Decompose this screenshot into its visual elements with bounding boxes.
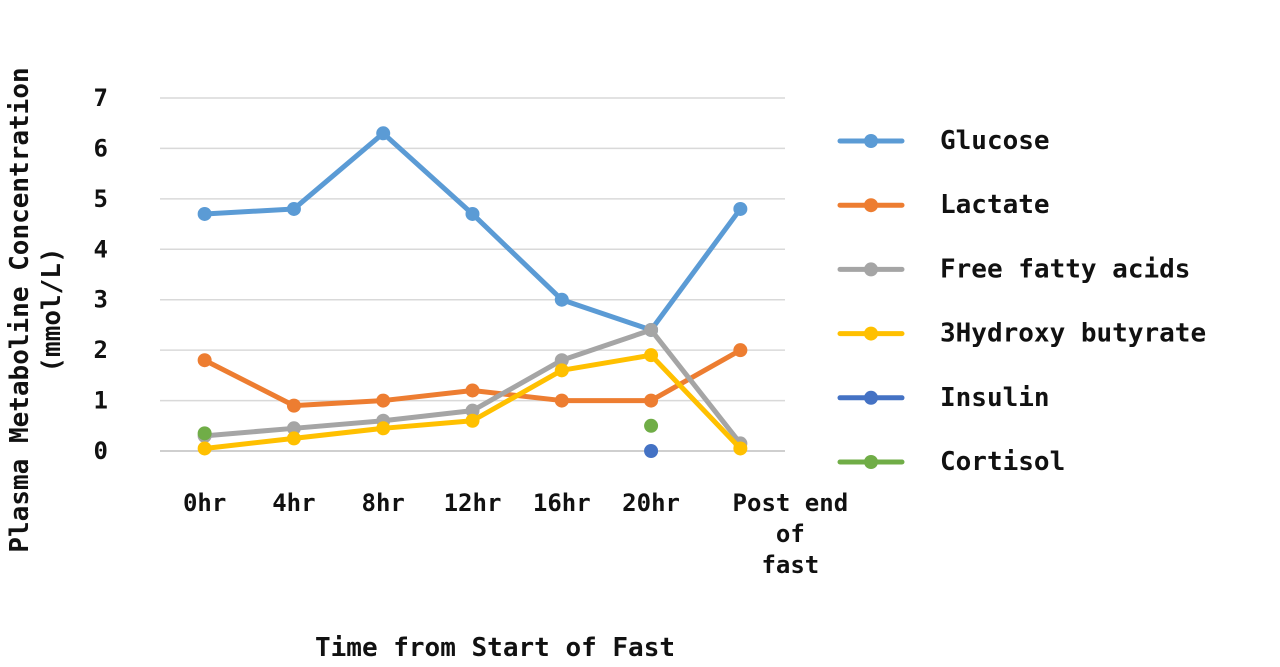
y-tick-label: 6	[94, 134, 108, 162]
series-3hydroxy-butyrate	[197, 348, 748, 456]
y-tick-label: 7	[94, 84, 108, 112]
data-point	[554, 353, 569, 368]
data-point	[465, 383, 480, 398]
y-axis-ticks: 0 1 2 3 4 5 6 7	[94, 84, 108, 465]
series-group	[197, 126, 748, 458]
legend-swatch-marker	[864, 455, 878, 469]
data-point	[376, 393, 391, 408]
series-lactate	[197, 343, 748, 413]
data-point	[465, 403, 480, 418]
data-point	[733, 441, 748, 456]
legend-label: Free fatty acids	[940, 254, 1190, 284]
legend-label: 3Hydroxy butyrate	[940, 319, 1206, 349]
y-tick-label: 4	[94, 235, 108, 263]
x-axis-title: Time from Start of Fast	[315, 633, 675, 662]
data-point	[644, 418, 659, 433]
legend-label: Glucose	[940, 126, 1050, 156]
data-point	[376, 421, 391, 436]
legend-swatch-marker	[864, 262, 878, 277]
data-point	[286, 431, 301, 446]
legend-item: Insulin	[837, 383, 1050, 413]
data-point	[644, 322, 659, 337]
legend-swatch-marker	[864, 390, 878, 405]
legend-item: Cortisol	[837, 447, 1065, 477]
data-point	[733, 343, 748, 358]
legend: Glucose Lactate Free fatty acids 3Hydroxy b…	[837, 126, 1206, 477]
legend-item: Glucose	[837, 126, 1050, 156]
x-tick-label: Post end of fast	[733, 489, 849, 579]
data-point	[286, 398, 301, 413]
x-tick-label: 0hr	[183, 489, 226, 517]
data-point	[554, 393, 569, 408]
legend-item: Free fatty acids	[837, 254, 1190, 284]
data-point	[465, 413, 480, 428]
series-line	[202, 130, 743, 333]
x-tick-label: 8hr	[362, 489, 405, 517]
x-tick-label: 20hr	[622, 489, 680, 517]
data-point	[197, 441, 212, 456]
data-point	[644, 444, 659, 458]
y-tick-label: 1	[94, 387, 108, 415]
data-point	[376, 126, 391, 141]
legend-label: Insulin	[940, 383, 1050, 413]
y-tick-label: 5	[94, 185, 108, 213]
data-point	[644, 393, 659, 408]
y-axis-title: Plasma Metaboline Concentration (mmol/L)	[5, 67, 67, 552]
series-insulin	[644, 444, 659, 458]
legend-swatch-marker	[864, 134, 878, 148]
gridlines	[160, 97, 785, 452]
y-tick-label: 2	[94, 336, 108, 364]
data-point	[197, 353, 212, 368]
y-tick-label: 3	[94, 286, 108, 314]
x-tick-label: 16hr	[533, 489, 591, 517]
series-cortisol	[197, 418, 659, 441]
legend-swatch-marker	[864, 326, 878, 341]
series-glucose	[197, 126, 748, 337]
data-point	[197, 426, 212, 441]
legend-item: Lactate	[837, 190, 1050, 220]
data-point	[554, 363, 569, 378]
x-tick-label: 4hr	[272, 489, 315, 517]
x-axis-ticks: 0hr 4hr 8hr 12hr 16hr 20hr Post end of fast	[183, 489, 848, 579]
y-axis-title-line1: Plasma Metaboline Concentration	[5, 67, 35, 552]
legend-swatch-marker	[864, 198, 878, 213]
x-tick-label: 12hr	[444, 489, 502, 517]
legend-item: 3Hydroxy butyrate	[837, 319, 1206, 349]
y-tick-label: 0	[94, 437, 108, 465]
data-point	[286, 201, 301, 216]
data-point	[197, 206, 212, 221]
legend-label: Cortisol	[940, 447, 1065, 477]
data-point	[554, 292, 569, 307]
data-point	[286, 421, 301, 436]
data-point	[733, 201, 748, 216]
legend-label: Lactate	[940, 190, 1050, 220]
data-point	[644, 348, 659, 363]
data-point	[465, 206, 480, 221]
y-axis-title-line2: (mmol/L)	[37, 247, 67, 372]
